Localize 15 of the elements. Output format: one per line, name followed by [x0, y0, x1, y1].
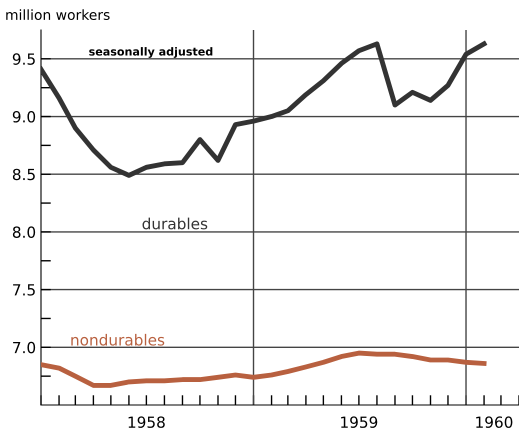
y-tick-label: 7.5	[13, 284, 35, 296]
y-tick-label: 7.0	[13, 342, 36, 354]
y-tick-label: 8.0	[12, 226, 36, 238]
annotation: seasonally adjusted	[89, 47, 212, 58]
y-tick-label: 9.5	[12, 53, 35, 65]
x-tick-label: 1959	[341, 416, 378, 428]
text: durables	[142, 218, 208, 230]
line-series	[41, 41, 486, 178]
line-series	[41, 350, 486, 388]
series-label: nondurables	[71, 334, 164, 346]
y-tick-label: 8.5	[12, 168, 35, 180]
x-tick-label: 1958	[128, 416, 165, 428]
y-tick-label: 9.0	[12, 111, 36, 123]
y-axis-title: million workers	[6, 9, 110, 20]
x-tick-label: 1960	[476, 416, 512, 428]
